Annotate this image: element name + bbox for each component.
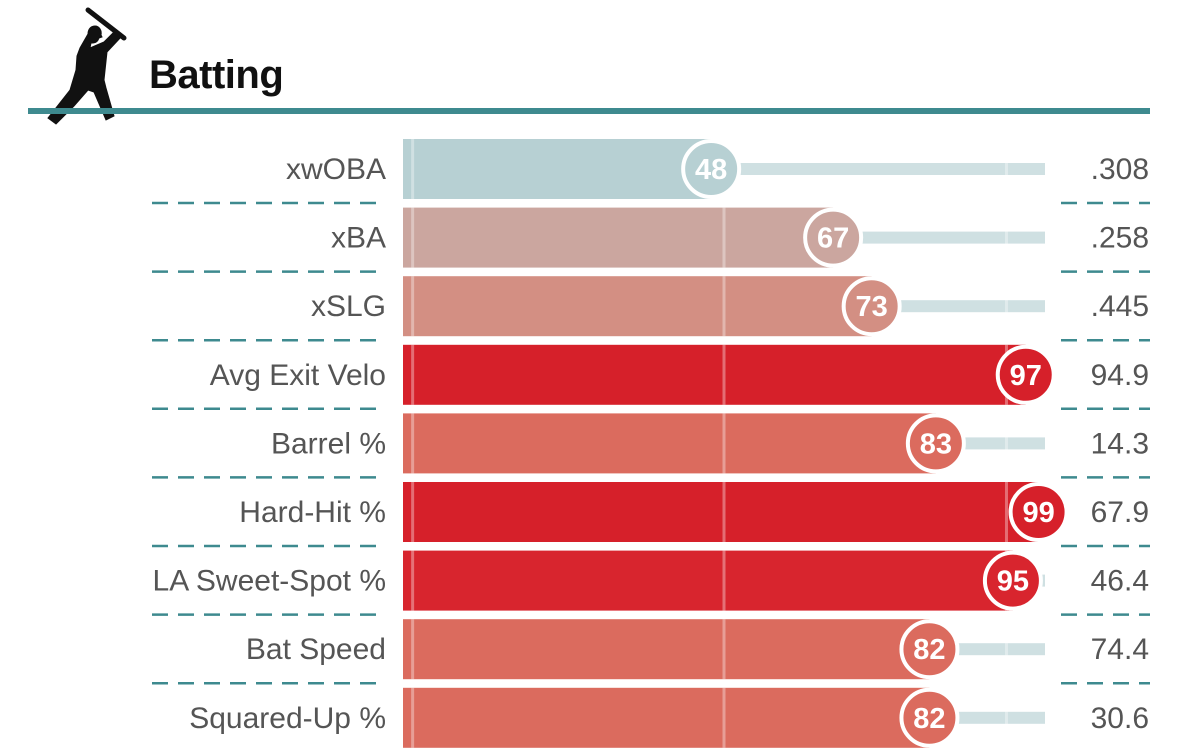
percentile-marker — [905, 413, 966, 474]
stat-value: .258 — [1091, 222, 1149, 255]
percentile-value: 97 — [1010, 360, 1042, 392]
percentile-bar — [403, 207, 834, 268]
metric-label: xBA — [331, 222, 386, 255]
metric-label: Avg Exit Velo — [210, 359, 386, 392]
metric-label: xSLG — [311, 290, 386, 323]
stat-value: 74.4 — [1091, 633, 1149, 666]
stat-value: 46.4 — [1091, 565, 1149, 598]
percentile-value: 82 — [913, 634, 945, 666]
metric-label: LA Sweet-Spot % — [153, 565, 386, 598]
percentile-value: 95 — [997, 566, 1029, 598]
stat-value: 67.9 — [1091, 496, 1149, 529]
percentile-marker — [995, 344, 1056, 405]
percentile-bar — [403, 413, 936, 474]
percentile-bar — [403, 276, 872, 337]
percentile-marker — [1008, 482, 1069, 542]
batter-silhouette-icon — [47, 7, 127, 125]
stat-value: 94.9 — [1091, 359, 1149, 392]
header-rule — [28, 108, 1150, 114]
percentile-marker — [899, 687, 960, 748]
percentile-value: 99 — [1022, 497, 1054, 529]
percentile-bar — [403, 344, 1026, 405]
percentile-marker — [899, 619, 960, 680]
stat-value: .308 — [1091, 153, 1149, 186]
stat-value: 30.6 — [1091, 702, 1149, 735]
metric-label: Bat Speed — [246, 633, 386, 666]
chart-title: Batting — [149, 53, 284, 97]
stat-value: .445 — [1091, 290, 1149, 323]
percentile-bar — [403, 550, 1013, 611]
metric-label: Squared-Up % — [189, 702, 386, 735]
percentile-bar — [403, 139, 712, 199]
section-header: Batting — [0, 0, 1199, 125]
percentile-marker — [982, 550, 1043, 611]
percentile-value: 82 — [913, 703, 945, 735]
percentile-bar — [403, 482, 1039, 542]
percentile-value: 48 — [695, 154, 727, 186]
percentile-value: 83 — [920, 428, 952, 460]
metric-label: xwOBA — [286, 153, 386, 186]
metric-label: Hard-Hit % — [239, 496, 386, 529]
percentile-marker — [803, 207, 864, 268]
percentile-value: 67 — [817, 223, 849, 255]
metric-label: Barrel % — [271, 427, 386, 460]
percentile-bar — [403, 619, 930, 680]
percentile-marker — [681, 139, 742, 199]
percentile-marker — [841, 276, 902, 337]
percentile-bar — [403, 687, 930, 748]
percentile-value: 73 — [856, 291, 888, 323]
stat-value: 14.3 — [1091, 427, 1149, 460]
